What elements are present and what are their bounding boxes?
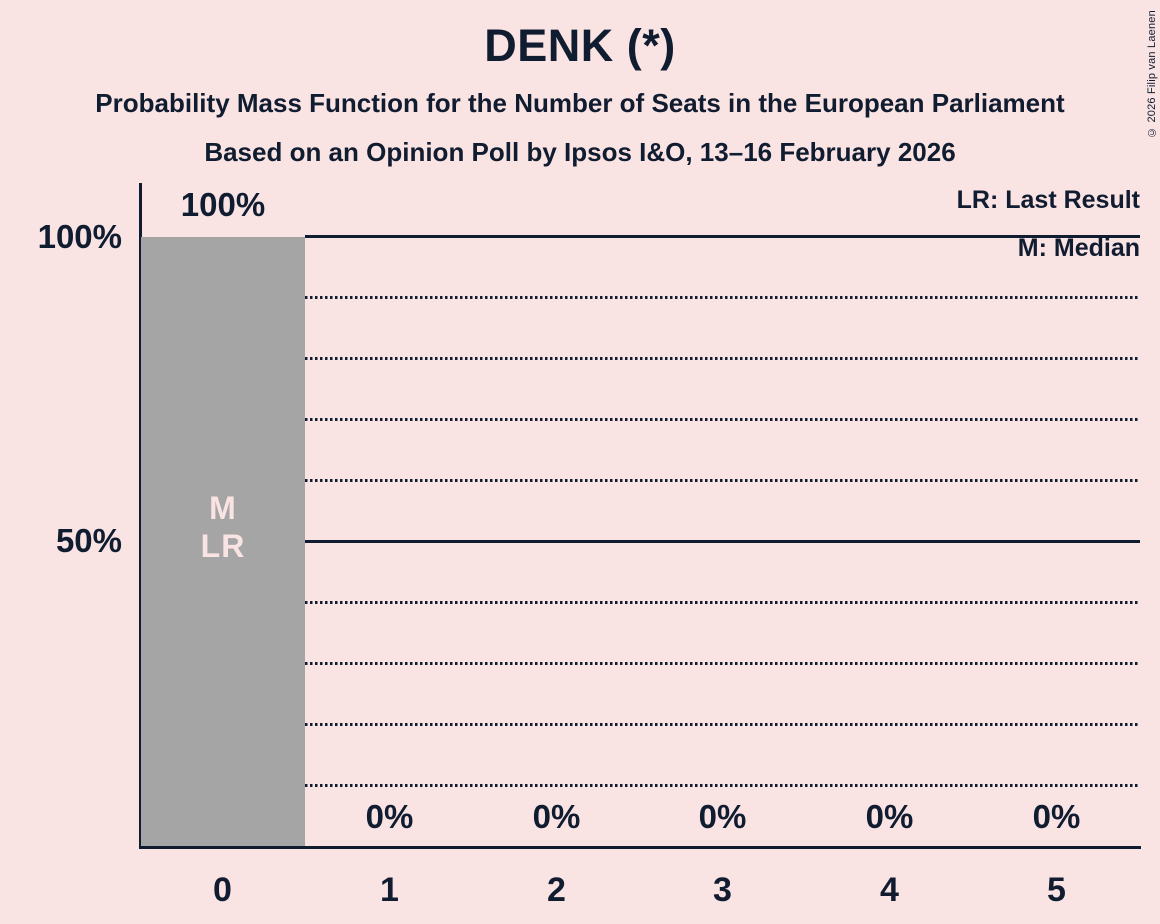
- gridline-40pct-dotted: [305, 601, 1140, 604]
- chart-source-line: Based on an Opinion Poll by Ipsos I&O, 1…: [204, 137, 956, 167]
- last-result-marker-label: LR: [200, 528, 246, 564]
- x-axis-line: [139, 846, 1141, 849]
- copyright-notice: © 2026 Filip van Laenen: [1146, 10, 1158, 138]
- gridline-70pct-dotted: [305, 418, 1140, 421]
- gridline-20pct-dotted: [305, 723, 1140, 726]
- bar-seat-3-value-label: 0%: [698, 798, 747, 835]
- bar-seat-0-value-label: 100%: [180, 186, 266, 223]
- x-tick-2: 2: [547, 871, 566, 909]
- x-tick-1: 1: [380, 871, 399, 909]
- gridline-90pct-dotted: [305, 296, 1140, 299]
- legend-median: M: Median: [1017, 234, 1140, 262]
- bar-seat-5-value-label: 0%: [1032, 798, 1081, 835]
- gridline-50pct-solid: [305, 540, 1140, 543]
- bar-seat-0: [141, 237, 305, 846]
- bar-seat-0-annotations: M LR: [141, 489, 305, 565]
- x-tick-5: 5: [1047, 871, 1066, 909]
- bar-seat-1-value-label: 0%: [365, 798, 414, 835]
- chart-title: DENK (*): [484, 20, 676, 71]
- bar-seat-4-value-label: 0%: [865, 798, 914, 835]
- x-tick-4: 4: [880, 871, 899, 909]
- legend-last-result: LR: Last Result: [956, 186, 1140, 214]
- gridline-10pct-dotted: [305, 784, 1140, 787]
- bar-seat-2-value-label: 0%: [532, 798, 581, 835]
- y-axis-label-50: 50%: [55, 522, 122, 559]
- y-axis-line: [139, 183, 142, 849]
- chart-subtitle: Probability Mass Function for the Number…: [95, 88, 1065, 118]
- x-tick-3: 3: [713, 871, 732, 909]
- gridline-80pct-dotted: [305, 357, 1140, 360]
- gridline-30pct-dotted: [305, 662, 1140, 665]
- median-marker-label: M: [209, 490, 237, 526]
- gridline-100pct-solid: [305, 235, 1140, 238]
- gridline-60pct-dotted: [305, 479, 1140, 482]
- y-axis-label-100: 100%: [37, 218, 122, 255]
- x-tick-0: 0: [213, 871, 232, 909]
